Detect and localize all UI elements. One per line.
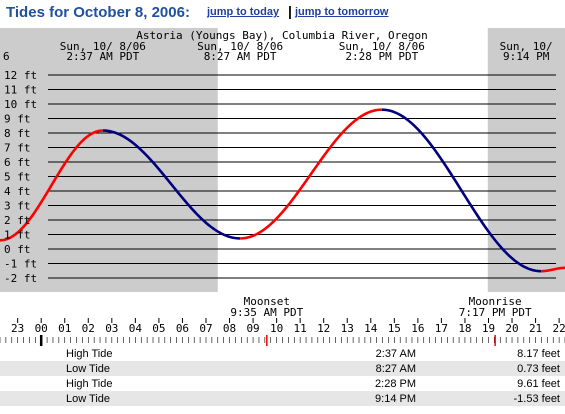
tide-table-row: High Tide 2:37 AM 8.17 feet <box>0 346 565 361</box>
tide-type-cell: High Tide <box>66 377 113 390</box>
x-tick-label: 22 <box>0 322 1 335</box>
x-tick-label: 13 <box>341 322 354 335</box>
x-tick-label: 23 <box>11 322 24 335</box>
x-tick-label: 12 <box>317 322 330 335</box>
tide-height-cell: -1.53 feet <box>513 392 560 405</box>
y-tick-label: 0 ft <box>4 243 31 256</box>
tide-curve <box>0 108 565 273</box>
moon-event-label: 7:17 PM PDT <box>459 306 532 319</box>
x-tick-label: 17 <box>435 322 448 335</box>
x-tick-label: 18 <box>458 322 471 335</box>
x-tick-label: 02 <box>82 322 95 335</box>
y-tick-label: 4 ft <box>4 185 31 198</box>
x-tick-label: 10 <box>270 322 283 335</box>
x-tick-label: 04 <box>129 322 143 335</box>
y-tick-label: -2 ft <box>4 272 37 285</box>
x-tick-label: 20 <box>505 322 518 335</box>
tide-curve-rising <box>0 129 103 242</box>
tide-curve-rising <box>240 108 382 240</box>
top-labels: Astoria (Youngs Bay), Columbia River, Or… <box>3 29 553 63</box>
top-label: Sun, 10/ 8/06 <box>60 40 146 53</box>
x-tick-label: 08 <box>223 322 236 335</box>
moon-event-label: Moonrise <box>469 295 522 308</box>
night-shade-1 <box>487 28 565 292</box>
x-tick-label: 05 <box>152 322 165 335</box>
tide-time-cell: 9:14 PM <box>375 392 416 405</box>
y-tick-label: 11 ft <box>4 84 37 97</box>
x-tick-label: 22 <box>552 322 565 335</box>
x-tick-label: 16 <box>411 322 424 335</box>
top-label: 8:27 AM PDT <box>204 50 277 63</box>
tide-type-cell: Low Tide <box>66 362 111 375</box>
station-title: Astoria (Youngs Bay), Columbia River, Or… <box>136 29 427 42</box>
y-tick-label: 9 ft <box>4 113 31 126</box>
y-tick-label: 6 ft <box>4 156 31 169</box>
x-tick-label: 19 <box>482 322 495 335</box>
jump-to-today-link[interactable]: jump to today <box>207 6 280 18</box>
tide-time-cell: 2:28 PM <box>375 377 416 390</box>
x-tick-label: 14 <box>364 322 378 335</box>
tide-height-cell: 8.17 feet <box>517 347 560 360</box>
tide-curve-rising <box>541 266 565 273</box>
x-tick-label: 21 <box>529 322 542 335</box>
tide-table-row: Low Tide 8:27 AM 0.73 feet <box>0 361 565 376</box>
tide-height-cell: 0.73 feet <box>517 362 560 375</box>
night-shading <box>0 28 565 292</box>
top-label: Sun, 10/ 8/06 <box>197 40 283 53</box>
y-tick-label: 7 ft <box>4 142 31 155</box>
top-label: 2:37 AM PDT <box>66 50 139 63</box>
tide-table-row: High Tide 2:28 PM 9.61 feet <box>0 376 565 391</box>
link-separator: | <box>288 3 292 19</box>
y-tick-label: 1 ft <box>4 229 31 242</box>
x-tick-label: 07 <box>199 322 212 335</box>
top-label: 2:28 PM PDT <box>345 50 418 63</box>
tide-curve-falling <box>381 108 542 273</box>
y-tick-label: 10 ft <box>4 98 37 111</box>
x-axis: 22 23 00 01 02 03 04 05 06 07 08 09 10 11 12 13 14 15 16 17… <box>0 318 565 346</box>
tide-curve-falling <box>102 129 241 240</box>
y-tick-label: -1 ft <box>4 258 37 271</box>
page-header: Tides for October 8, 2006: jump to today… <box>0 0 565 28</box>
x-tick-label: 03 <box>105 322 118 335</box>
moon-event-label: 9:35 AM PDT <box>230 306 303 319</box>
tide-time-cell: 2:37 AM <box>375 347 416 360</box>
x-tick-label: 09 <box>246 322 259 335</box>
tide-type-cell: High Tide <box>66 347 113 360</box>
y-tick-label: 5 ft <box>4 171 31 184</box>
x-tick-label: 15 <box>388 322 401 335</box>
y-tick-label: 8 ft <box>4 127 31 140</box>
gridlines <box>48 74 556 279</box>
top-label: Sun, 10/ 8/06 <box>339 40 425 53</box>
y-tick-label: 12 ft <box>4 69 37 82</box>
x-tick-label: 11 <box>294 322 307 335</box>
tide-table: High Tide 2:37 AM 8.17 feet Low Tide 8:27 AM… <box>0 346 565 406</box>
tide-height-cell: 9.61 feet <box>517 377 560 390</box>
top-label: 9:14 PM <box>503 50 550 63</box>
tide-type-cell: Low Tide <box>66 392 111 405</box>
tide-time-cell: 8:27 AM <box>375 362 416 375</box>
page-title: Tides for October 8, 2006: <box>6 4 190 21</box>
tide-table-row: Low Tide 9:14 PM -1.53 feet <box>0 391 565 406</box>
x-tick-label: 06 <box>176 322 189 335</box>
y-tick-label: 2 ft <box>4 214 31 227</box>
moon-event-label: Moonset <box>244 295 290 308</box>
top-label: 6 <box>3 50 10 63</box>
top-label: Sun, 10/ <box>500 40 553 53</box>
jump-to-tomorrow-link[interactable]: jump to tomorrow <box>295 6 389 18</box>
x-tick-label: 01 <box>58 322 71 335</box>
x-tick-label: 00 <box>35 322 48 335</box>
night-shade-0 <box>0 28 218 292</box>
y-tick-label: 3 ft <box>4 200 31 213</box>
